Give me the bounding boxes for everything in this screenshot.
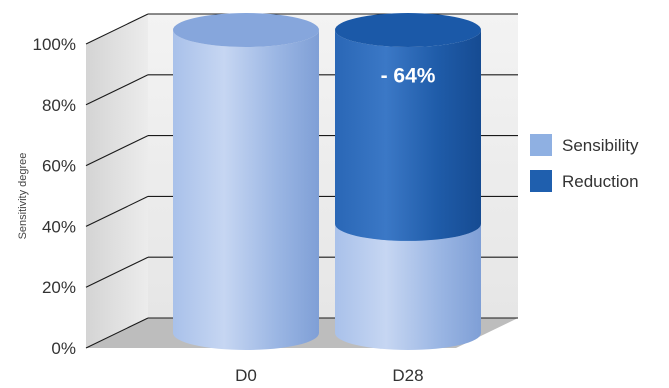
- legend-swatch-sensibility: [530, 134, 552, 156]
- gridline-side: [85, 74, 149, 106]
- bar-sensibility-d0: [173, 30, 319, 350]
- bars: [173, 13, 481, 350]
- legend: Sensibility Reduction: [530, 134, 639, 192]
- y-axis-label: Sensitivity degree: [17, 153, 29, 240]
- y-tick-label: 60%: [42, 157, 76, 176]
- gridline-side: [85, 135, 149, 167]
- x-axis-ticks: D0 D28: [235, 366, 423, 385]
- bar-reduction-d28: [335, 30, 481, 241]
- y-tick-label: 100%: [33, 35, 76, 54]
- bar-top-reduction-d28: [335, 13, 481, 47]
- chart-side-wall: [86, 14, 148, 348]
- gridline-side: [85, 256, 149, 288]
- gridline-side: [85, 317, 149, 349]
- bar-sensibility-d28: [335, 223, 481, 350]
- y-tick-label: 0%: [51, 339, 76, 358]
- legend-label-reduction: Reduction: [562, 172, 639, 191]
- y-axis-ticks: 0% 20% 40% 60% 80% 100%: [33, 35, 76, 358]
- reduction-annotation: - 64%: [381, 64, 436, 87]
- legend-swatch-reduction: [530, 170, 552, 192]
- y-tick-label: 40%: [42, 217, 76, 236]
- gridline-side: [85, 195, 149, 227]
- gridline-side: [85, 13, 149, 45]
- y-tick-label: 80%: [42, 96, 76, 115]
- bar-top-sensibility-d0: [173, 13, 319, 47]
- x-tick-label: D28: [392, 366, 423, 385]
- x-tick-label: D0: [235, 366, 257, 385]
- legend-label-sensibility: Sensibility: [562, 136, 639, 155]
- y-tick-label: 20%: [42, 278, 76, 297]
